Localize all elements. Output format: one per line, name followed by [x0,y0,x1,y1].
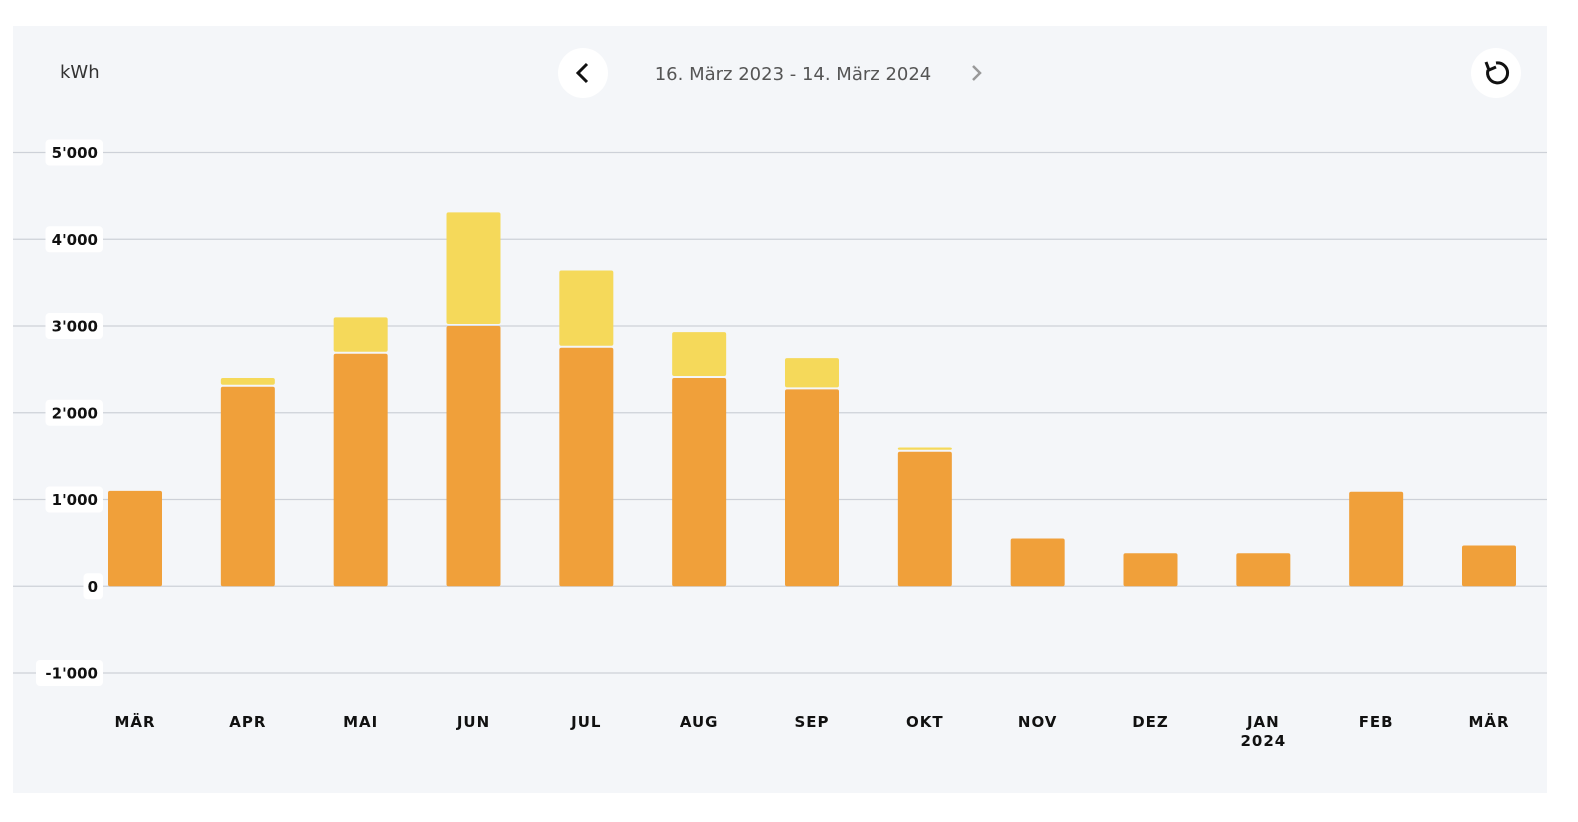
y-tick-box [45,399,103,426]
bar-segment [1010,538,1065,587]
bar-segment [897,451,952,587]
next-button[interactable] [963,48,993,98]
bar-segment [446,326,501,587]
bar-segment [333,317,388,352]
x-tick-label: MAI [343,713,379,731]
y-tick-label: 2'000 [52,404,98,422]
x-tick-label: MÄR [114,713,156,731]
y-tick-box [45,313,103,339]
bar-segment [672,332,727,377]
bar-segment [1123,553,1178,587]
bar-segment [672,378,727,587]
x-tick-label: JUN [456,713,491,731]
x-tick-label: MÄR [1468,713,1510,731]
x-tick-label: SEP [794,713,830,731]
bar-segment [559,347,614,587]
x-tick-label: AUG [679,713,719,731]
x-tick-label: JAN 2024 [1240,713,1287,750]
y-tick-label: 3'000 [52,318,98,336]
prev-icon [575,62,589,84]
y-tick-label: 5'000 [52,144,98,162]
bar-segment [785,389,839,587]
bar-segment [220,386,275,587]
y-tick-box [45,226,103,253]
y-tick-label: -1'000 [45,665,98,683]
bar-segment [446,212,501,324]
x-tick-label: JUL [571,713,602,731]
y-tick-label: 1'000 [52,491,98,509]
bar-segment [220,378,275,385]
y-tick-box [83,573,103,600]
bar-segment [1462,545,1516,587]
date-range: 16. März 2023 - 14. März 2024 [654,64,932,85]
bar-segment [108,490,162,587]
bar-segment [785,358,839,388]
prev-button[interactable] [558,48,608,98]
bar-segment [1236,553,1291,587]
next-icon [972,65,982,81]
bar-segment [1349,491,1404,587]
x-tick-label: APR [229,713,267,731]
x-tick-label: FEB [1358,713,1394,731]
x-tick-label: OKT [906,713,944,731]
reset-icon [1484,61,1510,85]
y-tick-label: 4'000 [52,231,98,249]
unit-label: kWh [60,62,100,83]
y-tick-label: 0 [88,578,98,596]
bar-segment [559,270,614,346]
bar-segment [897,447,952,450]
bar-segment [333,353,388,587]
y-tick-box [45,486,103,513]
x-tick-label: NOV [1017,713,1058,731]
y-tick-box [36,660,103,686]
y-tick-box [45,139,103,166]
x-tick-label: DEZ [1132,713,1169,731]
reset-button[interactable] [1471,48,1521,98]
